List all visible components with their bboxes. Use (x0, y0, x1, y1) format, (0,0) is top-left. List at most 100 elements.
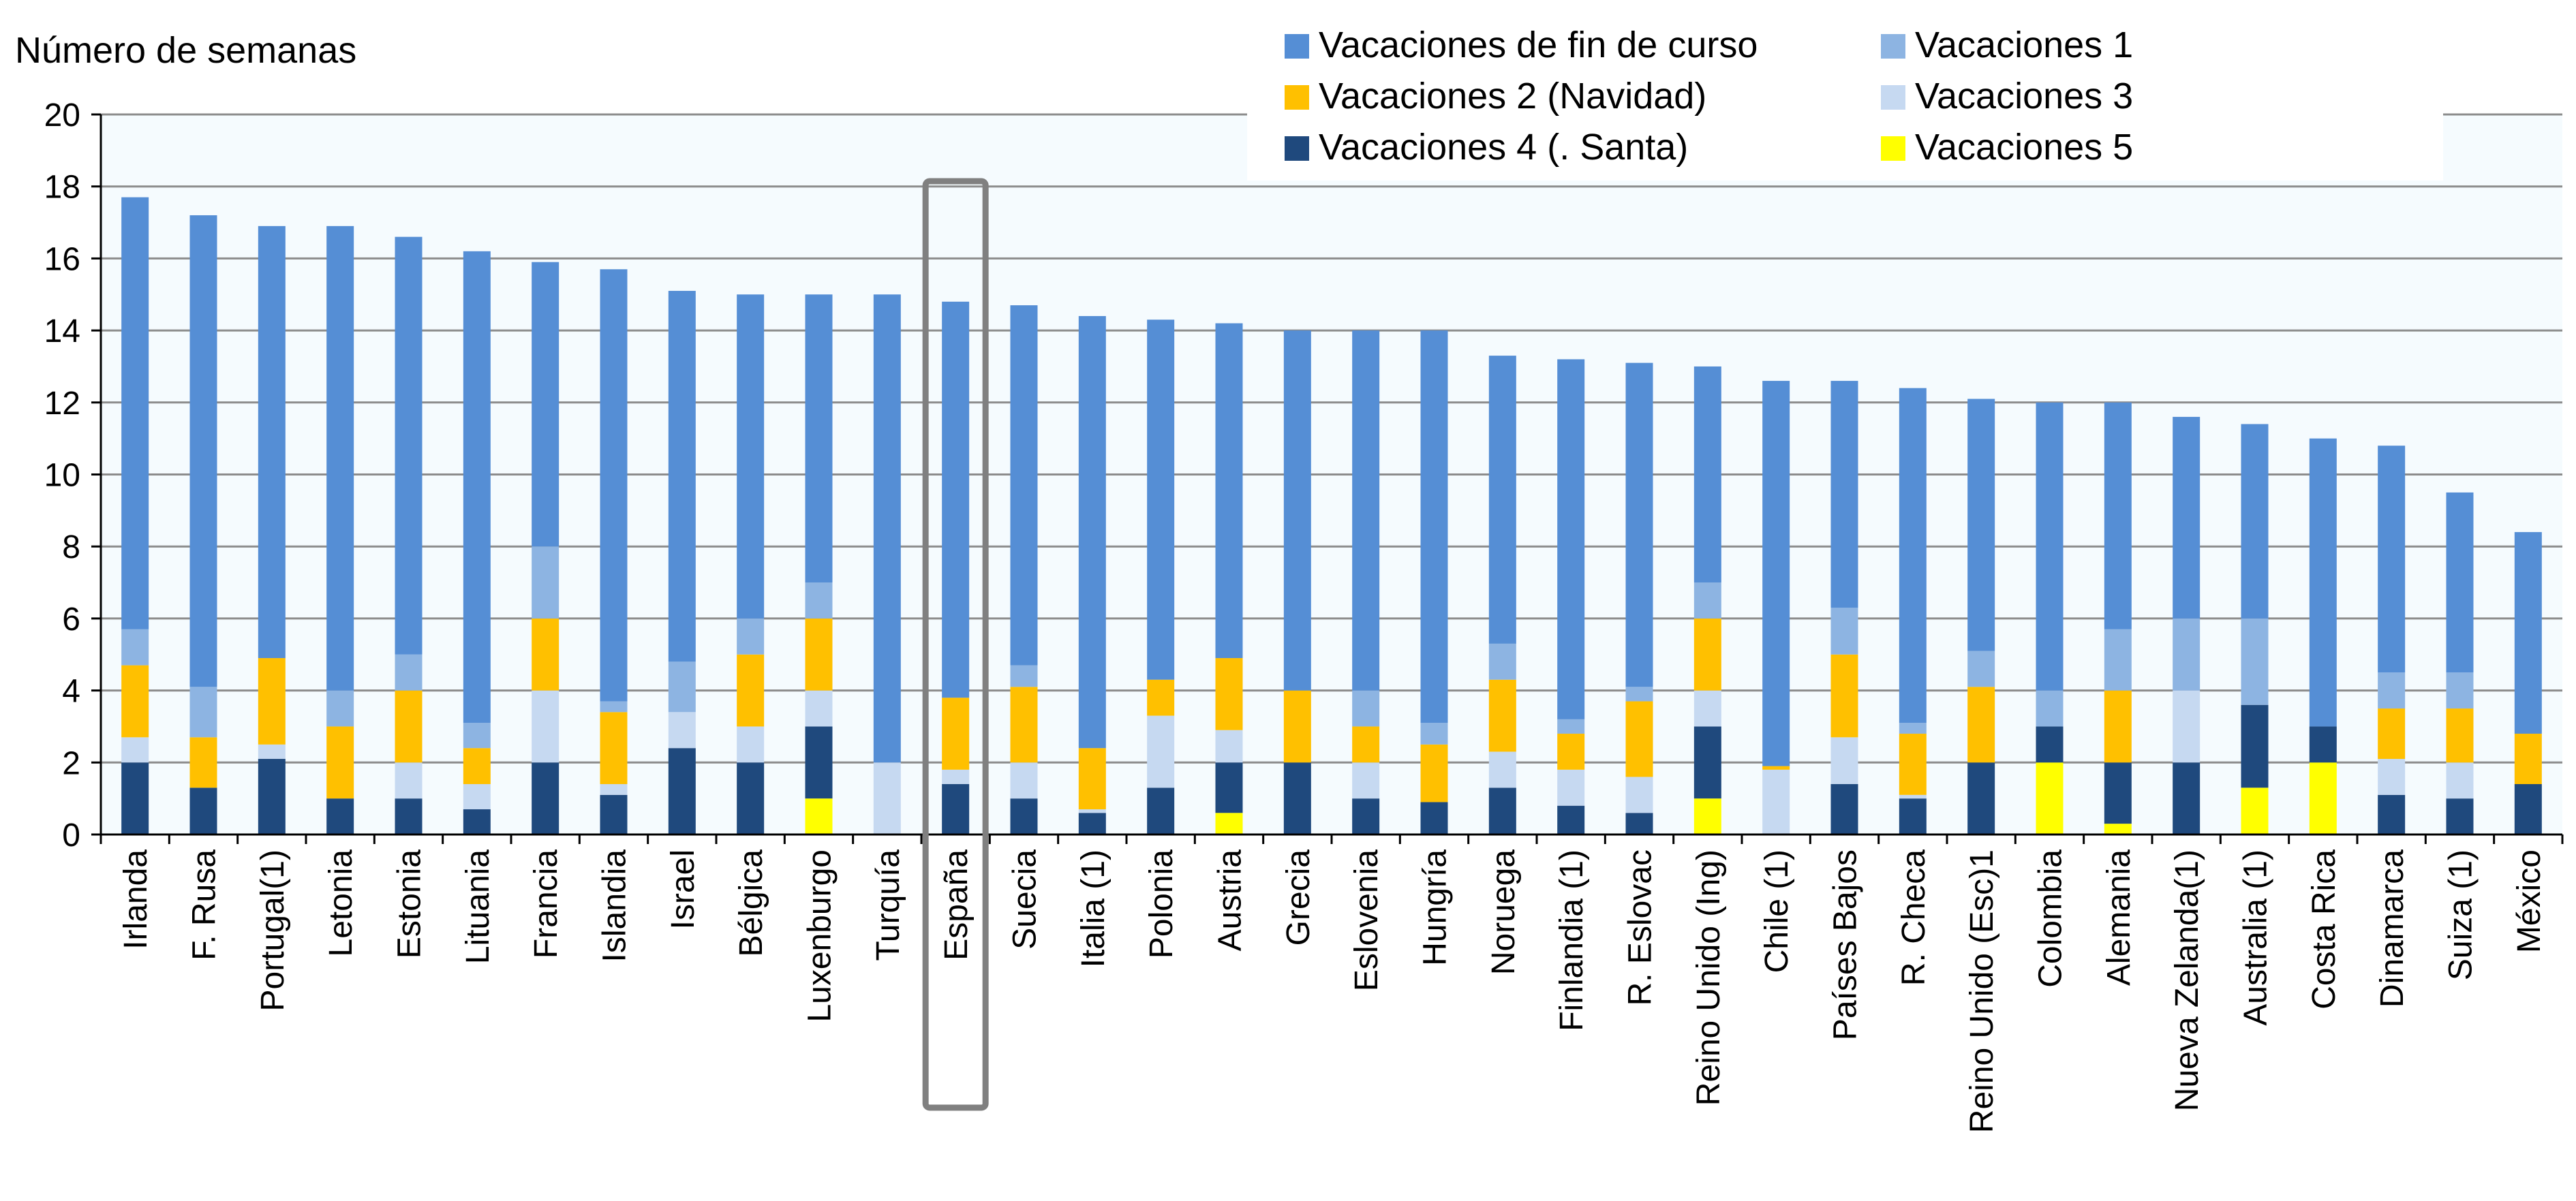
bar-segment (1762, 766, 1790, 770)
bar-segment (189, 787, 217, 835)
legend-box (1247, 14, 2443, 181)
bar-segment (668, 290, 696, 662)
category-label: México (2511, 849, 2547, 953)
bar-segment (1625, 813, 1653, 835)
bar-segment (1488, 643, 1516, 680)
category-label: Nueva Zelanda(1) (2169, 849, 2205, 1111)
category-label: Islandia (597, 849, 633, 963)
bar-segment (1215, 730, 1243, 763)
category-label: Alemania (2101, 849, 2137, 986)
bar-segment (2241, 424, 2269, 619)
bar-segment (1488, 751, 1516, 788)
category-label: Italia (1) (1075, 849, 1111, 967)
category-label: R. Checa (1896, 849, 1932, 986)
bar-segment (2241, 787, 2269, 835)
bar-segment (1010, 687, 1038, 763)
bar-segment (1625, 701, 1653, 777)
bar-segment (2378, 446, 2406, 673)
bar-segment (2378, 672, 2406, 709)
bar-segment (2036, 762, 2064, 835)
bar-segment (1215, 762, 1243, 813)
bar-segment (1147, 787, 1175, 835)
category-label: Estonia (392, 849, 428, 958)
category-label: Noruega (1486, 849, 1522, 975)
category-label: Reino Unido (Ing) (1691, 849, 1727, 1106)
legend-swatch (1285, 34, 1309, 59)
bar-segment (1557, 805, 1585, 835)
bar-segment (1762, 381, 1790, 766)
bar-segment (1215, 323, 1243, 659)
bar-segment (2514, 532, 2542, 734)
bar-segment (2104, 629, 2132, 691)
category-label: F. Rusa (187, 849, 223, 961)
legend-swatch (1881, 136, 1905, 161)
bar-segment (2173, 618, 2201, 691)
bar-segment (600, 712, 628, 785)
bar-segment (1352, 726, 1380, 763)
category-label: Polonia (1144, 849, 1180, 958)
category-label: Israel (665, 849, 701, 929)
bar-segment (1967, 651, 1995, 687)
bar-segment (121, 197, 149, 629)
bar-segment (1557, 719, 1585, 734)
bar-segment (1625, 687, 1653, 702)
bar-segment (942, 784, 970, 835)
bar-segment (737, 726, 765, 763)
bar-segment (805, 294, 833, 583)
bar-segment (805, 798, 833, 835)
bar-segment (600, 794, 628, 835)
bar-segment (2309, 726, 2337, 763)
axes (91, 113, 2564, 844)
bar-segment (1899, 723, 1927, 734)
bar-segment (1830, 381, 1858, 608)
category-label: Colombia (2033, 849, 2069, 988)
category-label: Finlandia (1) (1554, 849, 1590, 1031)
legend-label: Vacaciones 2 (Navidad) (1319, 76, 1706, 116)
bar-segment (121, 629, 149, 666)
bar-segment (1693, 798, 1721, 835)
bar-segment (2514, 784, 2542, 835)
bar-segment (1899, 798, 1927, 835)
bar-segment (2036, 402, 2064, 691)
category-label: Hungría (1417, 849, 1454, 966)
category-label: Portugal(1) (255, 849, 291, 1011)
y-tick-label: 2 (62, 745, 80, 781)
bar-segment (2378, 759, 2406, 795)
bar-segment (1078, 748, 1106, 810)
legend-swatch (1285, 136, 1309, 161)
y-tick-label: 0 (62, 817, 80, 854)
bar-segment (1352, 762, 1380, 799)
bar-segment (1147, 319, 1175, 680)
bar-segment (1010, 305, 1038, 666)
bar-segment (668, 748, 696, 835)
bar-segment (1693, 366, 1721, 583)
bar-segment (737, 294, 765, 619)
category-label: Letonia (323, 849, 359, 957)
bar-segment (668, 661, 696, 713)
bar-segment (1693, 618, 1721, 691)
bar-segment (1078, 315, 1106, 749)
bar-segment (1352, 330, 1380, 691)
bar-segment (1625, 777, 1653, 813)
bar-segment (395, 798, 423, 835)
bar-segment (463, 251, 491, 723)
category-label: Luxenburgo (802, 849, 838, 1023)
bars (121, 197, 2542, 835)
bar-segment (1283, 762, 1311, 835)
category-label: Costa Rica (2306, 849, 2342, 1010)
bar-segment (1420, 744, 1448, 802)
category-label: Suecia (1007, 849, 1043, 950)
bar-segment (600, 701, 628, 713)
bar-segment (873, 294, 901, 763)
bar-segment (1967, 399, 1995, 651)
bar-segment (189, 687, 217, 738)
bar-segment (395, 236, 423, 655)
bar-segment (189, 215, 217, 687)
legend-swatch (1881, 85, 1905, 110)
bar-segment (1283, 330, 1311, 691)
bar-segment (1557, 769, 1585, 806)
category-label: Grecia (1281, 849, 1317, 946)
category-label: Suiza (1) (2443, 849, 2479, 980)
bar-segment (1967, 762, 1995, 835)
bar-segment (873, 762, 901, 835)
